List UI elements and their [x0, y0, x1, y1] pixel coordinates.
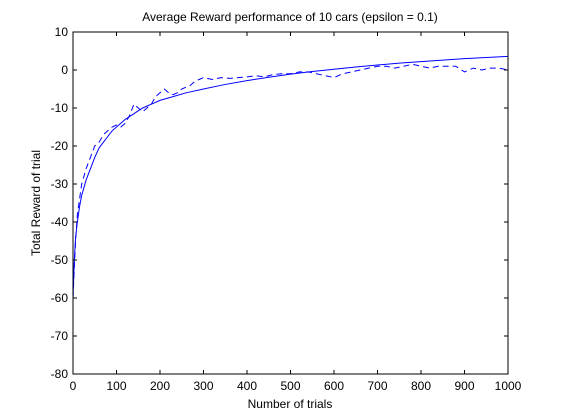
- y-tick-label: -70: [51, 329, 69, 343]
- x-axis-label: Number of trials: [248, 397, 333, 411]
- x-tick-label: 300: [193, 379, 213, 393]
- y-tick-label: -40: [51, 215, 69, 229]
- x-tick-label: 600: [324, 379, 344, 393]
- y-tick-label: -50: [51, 253, 69, 267]
- series-layer: [72, 55, 509, 299]
- x-tick-label: 1000: [495, 379, 522, 393]
- series-line-solid: [72, 55, 509, 299]
- y-tick-label: -80: [51, 367, 69, 381]
- y-axis-label: Total Reward of trial: [29, 150, 43, 256]
- tick-layer: 0 100 200 300 400 500 600 700 800 900 1000100-10-2…: [51, 25, 522, 393]
- x-tick-label: 0: [70, 379, 77, 393]
- series-line-dashed: [72, 63, 509, 299]
- y-tick-label: 0: [61, 63, 68, 77]
- x-tick-label: 800: [411, 379, 431, 393]
- x-tick-label: 900: [454, 379, 474, 393]
- chart-title: Average Reward performance of 10 cars (e…: [142, 10, 438, 24]
- y-tick-label: -10: [51, 101, 69, 115]
- y-tick-label: -60: [51, 291, 69, 305]
- x-tick-label: 700: [367, 379, 387, 393]
- x-tick-label: 200: [150, 379, 170, 393]
- x-tick-label: 400: [237, 379, 257, 393]
- y-tick-label: -30: [51, 177, 69, 191]
- y-tick-label: -20: [51, 139, 69, 153]
- x-tick-label: 500: [280, 379, 300, 393]
- x-tick-label: 100: [106, 379, 126, 393]
- plot-frame: [72, 31, 509, 375]
- y-tick-label: 10: [55, 25, 69, 39]
